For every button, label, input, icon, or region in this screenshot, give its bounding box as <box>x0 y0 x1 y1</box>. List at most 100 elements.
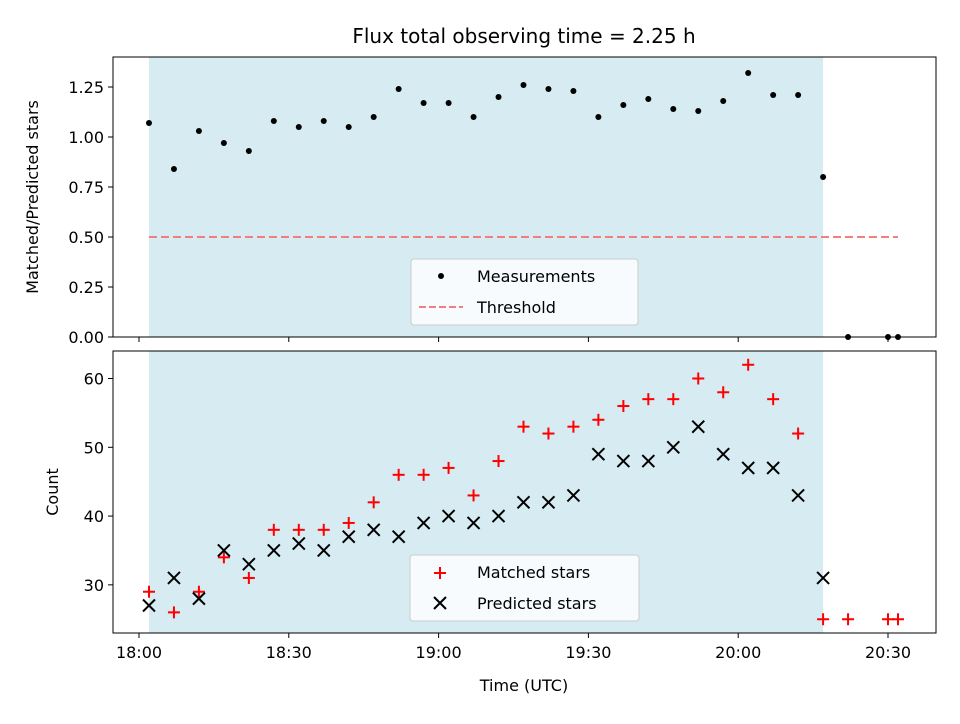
predicted-stars-point <box>741 461 755 475</box>
y-tick-label: 1.00 <box>68 128 104 147</box>
matched-stars-point <box>517 420 530 433</box>
matched-stars-point <box>492 455 505 468</box>
predicted-stars-point <box>192 591 206 606</box>
predicted-stars-point <box>466 516 481 530</box>
measurement-point <box>245 148 252 154</box>
count-y-axis-title: Count <box>43 468 62 516</box>
measurement-point <box>270 118 277 124</box>
measurement-point <box>145 120 152 126</box>
matched-stars-point <box>617 400 630 413</box>
measurement-point <box>795 92 802 98</box>
measurement-point <box>595 114 602 120</box>
matched-stars-point <box>467 489 480 502</box>
matched-stars-point <box>342 516 355 529</box>
predicted-stars-point <box>616 454 631 468</box>
y-tick-label: 0.00 <box>68 328 104 347</box>
measurement-point <box>495 94 502 100</box>
matched-stars-point <box>317 523 330 536</box>
ratio-plot-frame <box>112 56 937 338</box>
measurement-point <box>520 82 527 88</box>
legend-matched-label: Matched stars <box>477 563 590 582</box>
matched-stars-point <box>742 358 755 371</box>
count-plot-frame <box>112 350 937 634</box>
ratio-legend: Measurements Threshold <box>410 258 639 326</box>
y-tick-label: 1.25 <box>68 78 104 97</box>
matched-stars-point <box>167 606 180 619</box>
matched-stars-point <box>792 427 805 440</box>
matched-stars-point <box>542 427 555 440</box>
matched-stars-point <box>292 523 305 536</box>
legend-predicted-label: Predicted stars <box>477 594 597 613</box>
matched-stars-point <box>692 372 705 385</box>
predicted-stars-point <box>441 509 456 523</box>
predicted-stars-point <box>366 523 381 537</box>
measurement-point <box>720 98 727 104</box>
predicted-stars-point <box>491 509 506 523</box>
x-axis-title: Time (UTC) <box>479 676 568 695</box>
y-tick-label: 60 <box>84 370 104 389</box>
matched-stars-point <box>242 571 255 584</box>
x-tick-label: 18:30 <box>266 643 312 662</box>
y-tick-label: 40 <box>84 507 104 526</box>
measurement-point <box>670 106 677 112</box>
measurement-point <box>295 124 302 130</box>
measurement-point <box>645 96 652 102</box>
predicted-stars-point <box>267 543 281 558</box>
matched-stars-point <box>592 413 605 426</box>
matched-stars-point <box>842 613 855 626</box>
y-tick-label: 0.75 <box>68 178 104 197</box>
chart-title: Flux total observing time = 2.25 h <box>352 24 695 48</box>
count-legend: Matched stars Predicted stars <box>409 554 640 622</box>
predicted-stars-point <box>516 495 531 510</box>
predicted-stars-point <box>292 536 306 551</box>
measurement-point <box>170 166 177 172</box>
matched-stars-point <box>817 613 830 626</box>
measurement-point <box>745 70 752 76</box>
legend-matched-marker <box>434 567 446 579</box>
measurement-point <box>695 108 702 114</box>
matched-stars-point <box>442 461 455 474</box>
measurement-point <box>545 86 552 92</box>
y-tick-label: 30 <box>84 576 104 595</box>
predicted-stars-point <box>566 488 581 503</box>
predicted-stars-point <box>666 440 680 454</box>
measurement-point <box>395 86 402 92</box>
measurement-point <box>220 140 227 146</box>
matched-stars-point <box>217 551 230 564</box>
x-tick-label: 20:30 <box>865 643 911 662</box>
x-tick-label: 20:00 <box>715 643 761 662</box>
matched-stars-point <box>367 496 380 509</box>
predicted-stars-point <box>816 571 830 585</box>
matched-stars-point <box>767 393 780 406</box>
measurement-point <box>820 174 827 180</box>
y-tick-label: 50 <box>84 438 104 457</box>
predicted-stars-point <box>591 447 606 461</box>
measurement-point <box>370 114 377 120</box>
legend-threshold-label: Threshold <box>476 298 556 317</box>
x-tick-label: 19:00 <box>416 643 462 662</box>
predicted-stars-point <box>317 543 331 558</box>
count-legend-box <box>409 554 640 622</box>
measurement-point <box>570 88 577 94</box>
predicted-stars-point <box>416 516 431 530</box>
predicted-stars-point <box>791 488 805 503</box>
predicted-stars-point <box>167 571 181 585</box>
matched-stars-point <box>717 386 730 399</box>
x-tick-label: 19:30 <box>565 643 611 662</box>
legend-predicted-marker <box>433 596 447 610</box>
measurement-point <box>320 118 327 124</box>
measurement-point <box>620 102 627 108</box>
predicted-stars-point <box>242 557 256 571</box>
ratio-panel: 0.00 0.25 0.50 0.75 1.00 1.25 Matched/Predict… <box>23 56 937 347</box>
measurement-point <box>420 100 427 106</box>
predicted-stars-point <box>691 419 705 434</box>
predicted-stars-point <box>142 598 156 613</box>
predicted-stars-point <box>391 530 406 544</box>
x-tick-label: 18:00 <box>116 643 162 662</box>
ratio-legend-box <box>410 258 639 326</box>
predicted-stars-point <box>766 461 780 475</box>
measurement-point <box>445 100 452 106</box>
measurement-point <box>470 114 477 120</box>
predicted-stars-point <box>716 447 730 461</box>
